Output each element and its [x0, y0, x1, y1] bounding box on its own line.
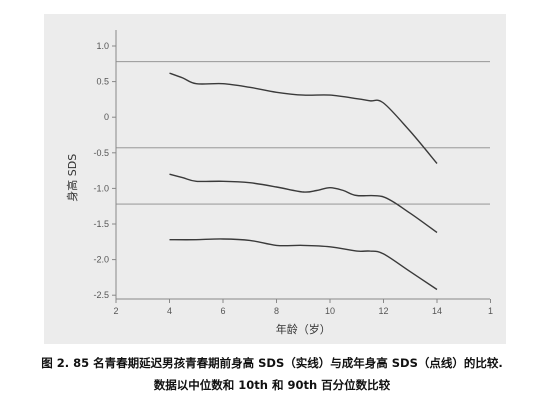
x-tick-label: 12: [378, 306, 388, 316]
x-tick-label: 6: [220, 306, 225, 316]
x-tick-label: 10: [325, 306, 335, 316]
x-tick-label: 2: [113, 306, 118, 316]
y-tick-label: 1.0: [96, 41, 109, 51]
caption-line-1: 图 2. 85 名青春期延迟男孩青春期前身高 SDS（实线）与成年身高 SDS（…: [41, 356, 503, 370]
line-chart: 1.0 0.5 0 -0.5 -1.0 -1.5 -2.0 -2.5 2 4 6 8 10 12 14 1 年龄…: [65, 30, 493, 336]
chart-background: [44, 14, 506, 344]
x-tick-label: 1: [488, 306, 493, 316]
series-line-median: [169, 173, 438, 234]
x-tick-label: 8: [274, 306, 279, 316]
y-tick-label: -1.5: [93, 219, 109, 229]
y-tick-label: 0.5: [96, 77, 109, 87]
caption-line-2: 数据以中位数和 10th 和 90th 百分位数比较: [153, 378, 391, 392]
y-tick-label: -2.5: [93, 290, 109, 300]
y-tick-label: -2.0: [93, 255, 109, 265]
y-tick-label: -1.0: [93, 183, 109, 193]
series-line-10th: [169, 238, 438, 291]
series-line-90th: [169, 72, 438, 164]
y-tick-label: -0.5: [93, 148, 109, 158]
y-tick-label: 0: [104, 112, 109, 122]
x-tick-label: 4: [167, 306, 172, 316]
y-axis-title: 身高 SDS: [65, 154, 79, 202]
x-axis-title: 年龄（岁）: [276, 322, 331, 336]
x-tick-label: 14: [432, 306, 442, 316]
